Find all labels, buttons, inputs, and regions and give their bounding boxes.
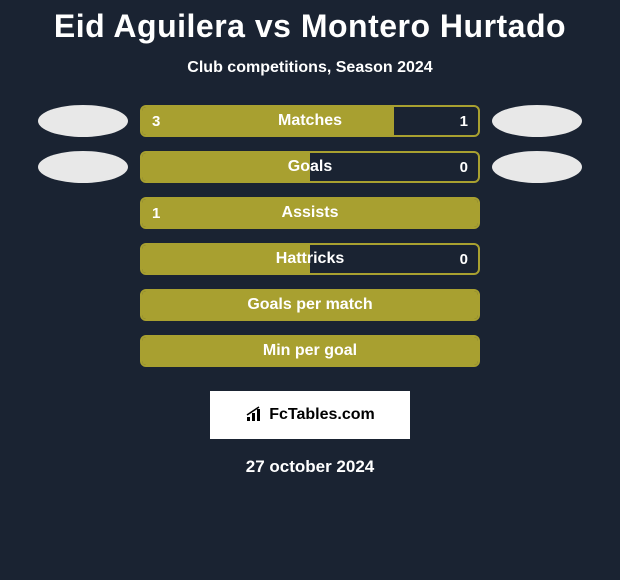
avatar-right [492, 151, 582, 183]
stat-bar: 3 Matches 1 [140, 105, 480, 137]
stat-bar: Min per goal [140, 335, 480, 367]
stat-value-left: 1 [152, 205, 160, 222]
stat-bar: 1 Assists [140, 197, 480, 229]
subtitle: Club competitions, Season 2024 [0, 59, 620, 77]
stat-value-right: 0 [460, 159, 468, 176]
stat-bar-fill [142, 153, 310, 181]
date-text: 27 october 2024 [0, 457, 620, 477]
stat-label: Matches [278, 112, 342, 130]
stat-row: Hattricks 0 [0, 243, 620, 275]
brand-icon [245, 405, 263, 426]
avatar-left [38, 105, 128, 137]
stat-value-right: 1 [460, 113, 468, 130]
comparison-widget: Eid Aguilera vs Montero Hurtado Club com… [0, 0, 620, 477]
brand-badge[interactable]: FcTables.com [210, 391, 410, 439]
stat-bar-fill [142, 107, 394, 135]
stat-label: Goals per match [247, 296, 372, 314]
stat-label: Goals [288, 158, 332, 176]
stat-value-right: 0 [460, 251, 468, 268]
stat-bar: Goals per match [140, 289, 480, 321]
stat-row: Goals per match [0, 289, 620, 321]
avatar-left [38, 151, 128, 183]
page-title: Eid Aguilera vs Montero Hurtado [0, 8, 620, 45]
stat-value-left: 3 [152, 113, 160, 130]
stat-bar: Goals 0 [140, 151, 480, 183]
avatar-right [492, 105, 582, 137]
stat-label: Min per goal [263, 342, 357, 360]
stat-label: Assists [282, 204, 339, 222]
stat-label: Hattricks [276, 250, 344, 268]
brand-text: FcTables.com [269, 406, 375, 424]
stat-row: 3 Matches 1 [0, 105, 620, 137]
stat-row: Min per goal [0, 335, 620, 367]
stat-row: Goals 0 [0, 151, 620, 183]
stat-row: 1 Assists [0, 197, 620, 229]
stat-bar: Hattricks 0 [140, 243, 480, 275]
stats-container: 3 Matches 1 Goals 0 1 Assists Hattricks 0 Goals p… [0, 105, 620, 367]
